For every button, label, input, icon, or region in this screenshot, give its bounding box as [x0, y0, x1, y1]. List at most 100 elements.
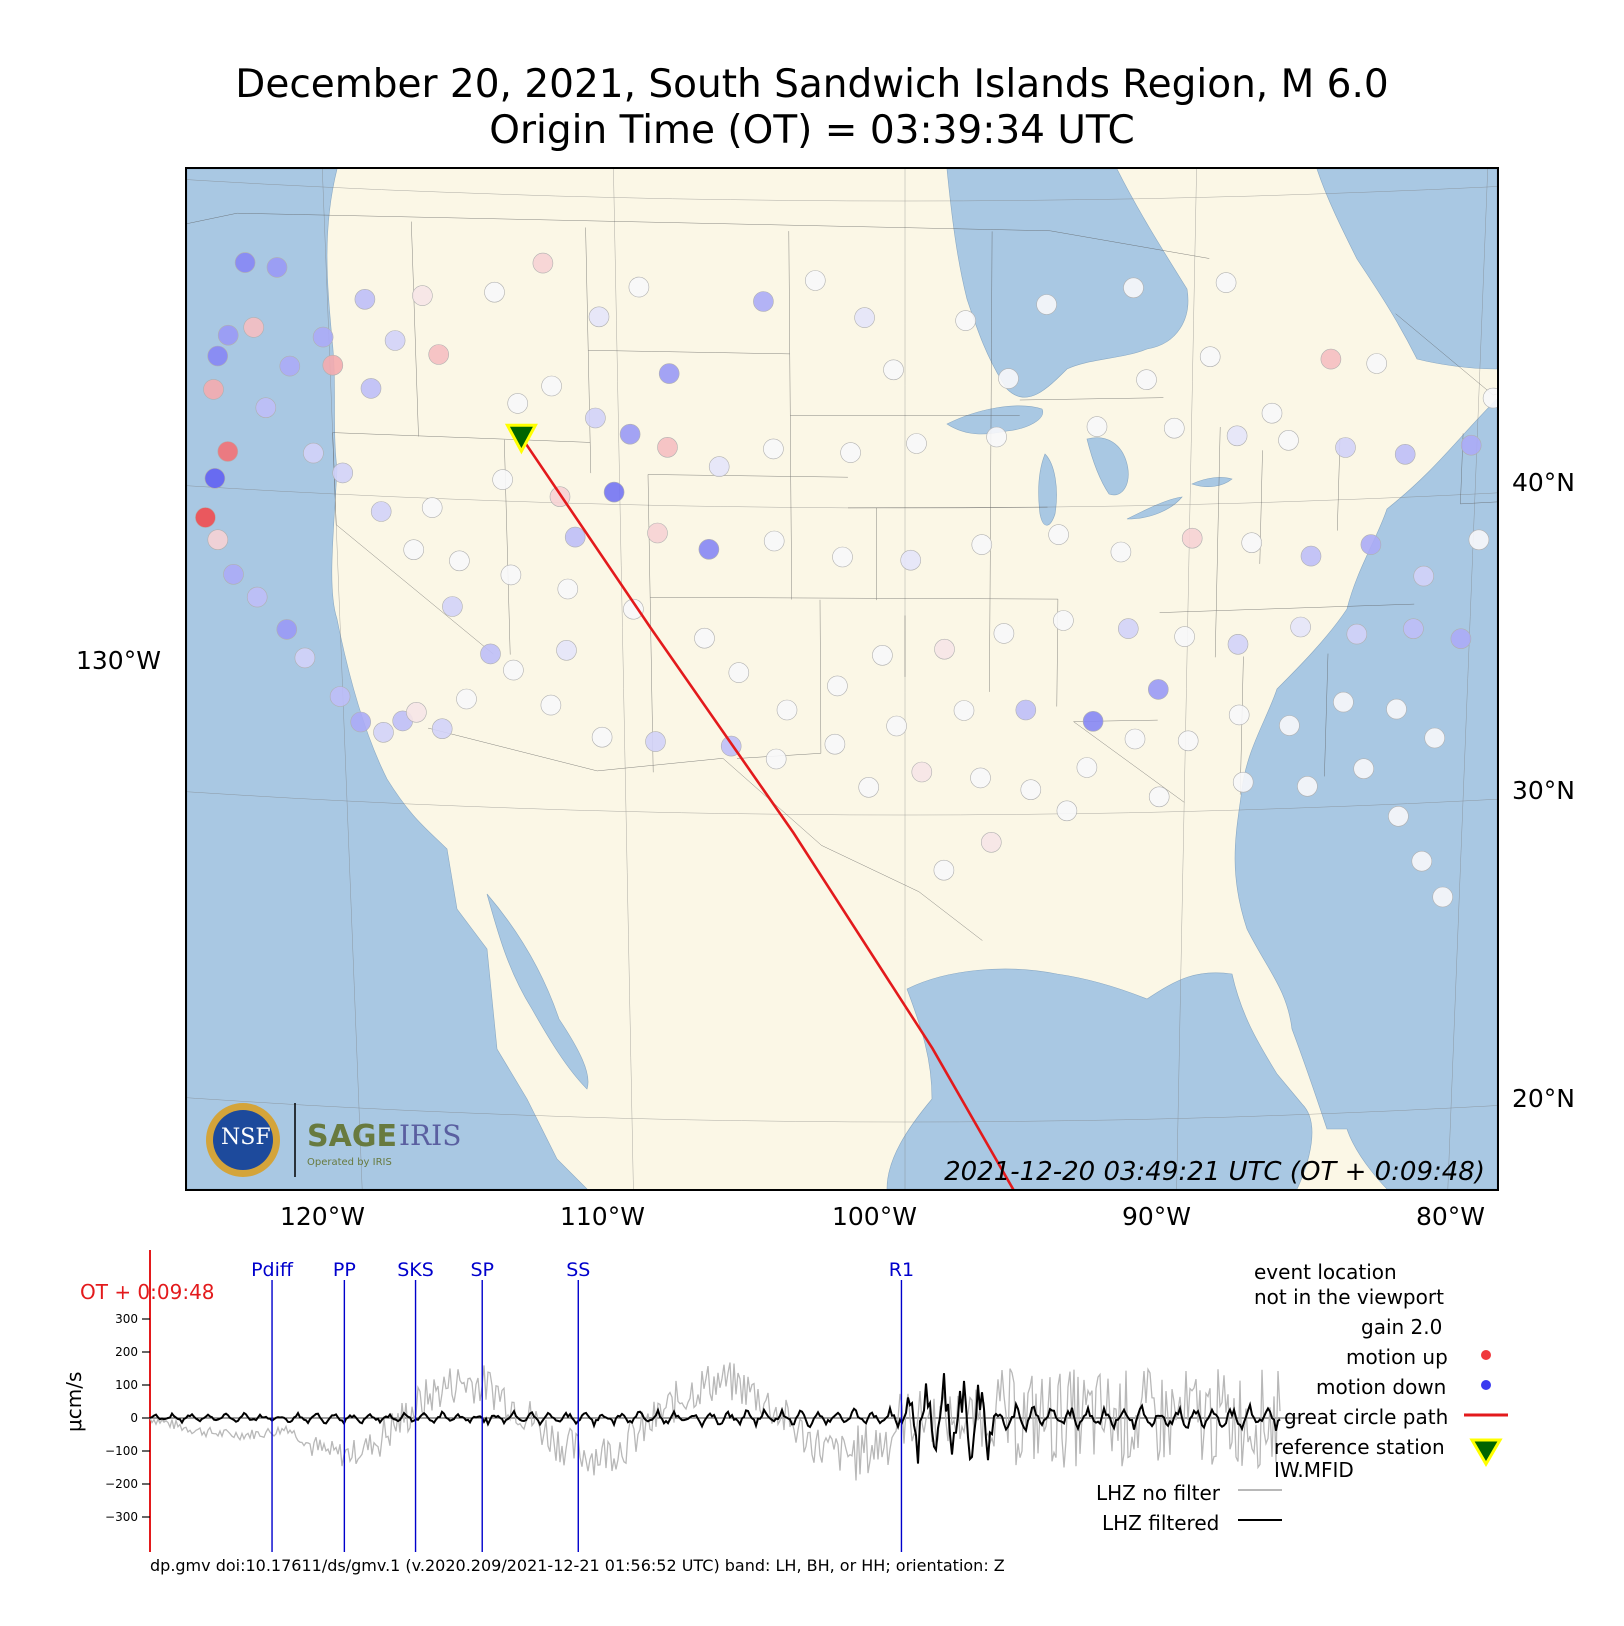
station-marker[interactable]: [266, 257, 288, 278]
station-marker[interactable]: [246, 586, 268, 608]
station-marker[interactable]: [854, 307, 875, 328]
station-marker[interactable]: [1117, 618, 1139, 639]
station-marker[interactable]: [955, 310, 976, 331]
station-marker[interactable]: [657, 436, 678, 458]
station-marker[interactable]: [312, 326, 334, 348]
station-marker[interactable]: [832, 546, 853, 568]
station-marker[interactable]: [628, 276, 650, 298]
station-marker[interactable]: [804, 270, 826, 291]
station-marker[interactable]: [1482, 387, 1497, 409]
station-marker[interactable]: [1056, 800, 1078, 822]
station-marker[interactable]: [428, 344, 449, 365]
station-marker[interactable]: [204, 467, 226, 489]
station-marker[interactable]: [1450, 628, 1472, 650]
station-marker[interactable]: [456, 688, 477, 710]
station-marker[interactable]: [1227, 633, 1249, 655]
station-marker[interactable]: [1261, 402, 1283, 424]
station-map[interactable]: NSF SAGE IRIS Operated by IRIS 2021-12-2…: [185, 167, 1499, 1191]
station-marker[interactable]: [1226, 425, 1248, 447]
station-marker[interactable]: [1053, 610, 1074, 631]
station-marker[interactable]: [1228, 704, 1250, 726]
station-marker[interactable]: [1360, 534, 1382, 555]
station-marker[interactable]: [500, 564, 522, 586]
station-marker[interactable]: [858, 776, 880, 798]
station-marker[interactable]: [1394, 443, 1416, 465]
station-marker[interactable]: [1413, 565, 1434, 587]
station-marker[interactable]: [532, 252, 554, 274]
station-marker[interactable]: [1468, 529, 1490, 551]
station-marker[interactable]: [503, 659, 524, 681]
station-marker[interactable]: [354, 289, 376, 310]
station-marker[interactable]: [986, 426, 1007, 448]
station-marker[interactable]: [421, 497, 443, 518]
station-marker[interactable]: [619, 423, 641, 445]
station-marker[interactable]: [1086, 416, 1108, 437]
station-marker[interactable]: [412, 285, 433, 306]
station-marker[interactable]: [279, 355, 301, 377]
station-marker[interactable]: [840, 442, 861, 463]
station-marker[interactable]: [384, 330, 406, 351]
station-marker[interactable]: [1424, 727, 1445, 749]
station-marker[interactable]: [753, 291, 774, 312]
station-marker[interactable]: [442, 596, 463, 617]
station-marker[interactable]: [970, 767, 991, 789]
station-marker[interactable]: [1432, 886, 1453, 908]
station-marker[interactable]: [360, 378, 382, 399]
station-marker[interactable]: [588, 306, 610, 328]
station-marker[interactable]: [993, 623, 1015, 644]
station-marker[interactable]: [900, 549, 922, 571]
station-marker[interactable]: [276, 619, 298, 640]
station-marker[interactable]: [1124, 728, 1146, 750]
station-marker[interactable]: [234, 252, 256, 273]
station-marker[interactable]: [403, 539, 424, 561]
station-marker[interactable]: [1460, 434, 1482, 456]
station-marker[interactable]: [1123, 277, 1144, 299]
station-marker[interactable]: [370, 501, 392, 522]
station-marker[interactable]: [223, 563, 244, 585]
station-marker[interactable]: [1353, 758, 1374, 780]
station-marker[interactable]: [203, 379, 224, 400]
station-marker[interactable]: [207, 529, 229, 551]
station-marker[interactable]: [303, 442, 324, 464]
station-marker[interactable]: [1181, 527, 1203, 549]
station-marker[interactable]: [243, 317, 264, 338]
station-marker[interactable]: [507, 393, 529, 414]
station-marker[interactable]: [322, 354, 344, 376]
station-marker[interactable]: [698, 538, 720, 560]
station-marker[interactable]: [1346, 623, 1368, 645]
station-marker[interactable]: [1148, 786, 1170, 808]
station-marker[interactable]: [557, 578, 579, 600]
station-marker[interactable]: [708, 456, 730, 477]
station-marker[interactable]: [776, 699, 798, 721]
station-marker[interactable]: [645, 731, 666, 752]
station-marker[interactable]: [1386, 698, 1407, 720]
station-marker[interactable]: [765, 748, 787, 770]
station-marker[interactable]: [934, 638, 955, 660]
station-marker[interactable]: [658, 363, 680, 384]
station-marker[interactable]: [1199, 346, 1221, 367]
station-marker[interactable]: [585, 407, 606, 429]
station-marker[interactable]: [1297, 775, 1318, 797]
station-marker[interactable]: [872, 644, 893, 666]
station-marker[interactable]: [484, 281, 505, 303]
station-marker[interactable]: [1163, 417, 1185, 439]
station-marker[interactable]: [1232, 771, 1254, 793]
station-marker[interactable]: [1279, 715, 1300, 736]
station-marker[interactable]: [480, 643, 501, 665]
station-marker[interactable]: [1411, 850, 1433, 872]
station-marker[interactable]: [217, 324, 239, 346]
station-marker[interactable]: [827, 675, 848, 697]
station-marker[interactable]: [1300, 545, 1322, 567]
station-marker[interactable]: [1366, 353, 1387, 374]
station-marker[interactable]: [883, 359, 904, 381]
station-marker[interactable]: [647, 522, 668, 544]
station-marker[interactable]: [195, 507, 216, 528]
station-marker[interactable]: [694, 627, 715, 649]
station-marker[interactable]: [971, 534, 993, 555]
station-marker[interactable]: [933, 859, 955, 881]
station-marker[interactable]: [1215, 272, 1237, 293]
station-marker[interactable]: [1136, 369, 1157, 390]
station-marker[interactable]: [953, 700, 975, 721]
station-marker[interactable]: [1015, 699, 1037, 721]
station-marker[interactable]: [329, 686, 351, 707]
